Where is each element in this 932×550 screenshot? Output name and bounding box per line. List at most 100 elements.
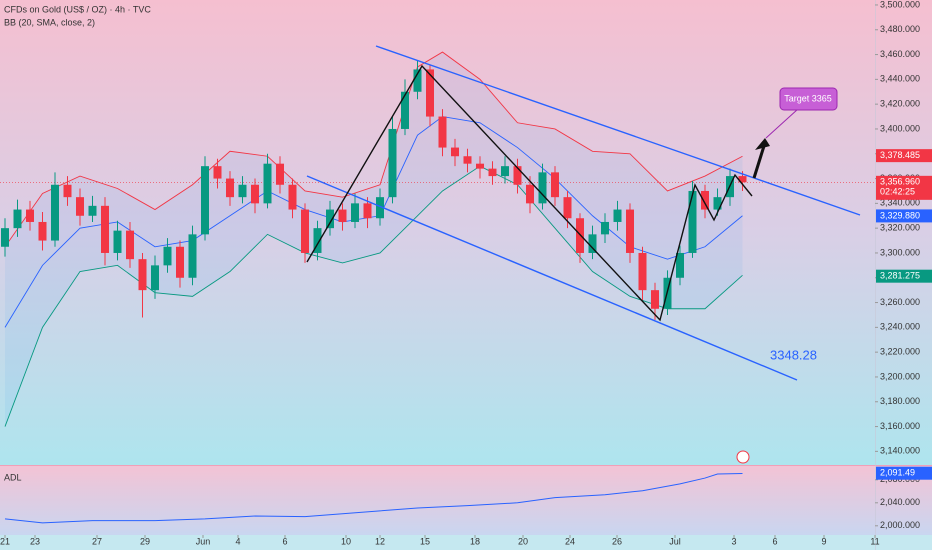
candle-body <box>313 228 322 253</box>
zigzag <box>306 64 753 322</box>
candle-body <box>88 205 97 216</box>
candle-body <box>63 184 72 198</box>
candle-body <box>138 259 147 291</box>
event-icon <box>736 450 750 464</box>
candle-body <box>1 228 9 247</box>
candle-body <box>701 190 709 210</box>
x-tick-label: 4 <box>235 536 240 546</box>
y-tick-label: 3,260.000 <box>880 297 920 307</box>
candle-body <box>301 209 309 253</box>
x-tick-label: 21 <box>0 536 10 546</box>
candle-body <box>201 166 209 235</box>
bollinger-band <box>4 165 743 427</box>
time-axis <box>0 535 932 550</box>
candle-body <box>538 172 547 204</box>
candle-body <box>276 163 284 185</box>
price-badge <box>876 149 932 163</box>
price-badge <box>876 269 932 283</box>
candle-body <box>213 166 222 179</box>
candle-body <box>13 209 22 229</box>
x-tick-label: 12 <box>375 536 385 546</box>
candle-body <box>176 246 184 278</box>
symbol-title: CFDs on Gold (US$ / OZ) · 4h · TVC <box>4 4 151 14</box>
x-tick-label: 10 <box>341 536 351 546</box>
y-tick-label: 3,320.000 <box>880 223 920 233</box>
y-tick-label: 3,300.000 <box>880 247 920 257</box>
price-badge <box>876 209 932 223</box>
candle-body <box>351 203 359 222</box>
y-tick-label: 3,440.000 <box>880 74 920 84</box>
x-tick-label: 11 <box>870 536 879 546</box>
candle-body <box>401 91 409 129</box>
y-tick-label: 3,160.000 <box>880 421 920 431</box>
x-tick-label: 23 <box>30 536 40 546</box>
arrow-shaft <box>752 145 766 179</box>
x-tick-label: 18 <box>470 536 480 546</box>
price-badge-countdown: 02:42:25 <box>880 187 915 197</box>
band-fill <box>5 52 743 427</box>
channel-lower <box>306 175 798 381</box>
candle-body <box>151 265 159 291</box>
candle-body <box>551 172 559 198</box>
candle-body <box>26 209 34 222</box>
candle-body <box>388 128 397 198</box>
bollinger-band <box>4 51 743 248</box>
x-tick-label: 9 <box>821 536 826 546</box>
candle-body <box>626 209 634 253</box>
x-tick-label: 29 <box>140 536 150 546</box>
x-tick-label: 6 <box>282 536 287 546</box>
target-box <box>779 87 838 111</box>
indicator-label: BB (20, SMA, close, 2) <box>4 17 95 27</box>
drawings <box>306 45 861 464</box>
candle-body <box>113 230 122 253</box>
x-tick-label: 26 <box>612 536 622 546</box>
candle-body <box>76 197 84 216</box>
price-badge-label: 3,281.275 <box>880 271 920 281</box>
candle-body <box>338 209 347 222</box>
candle-body <box>501 166 509 177</box>
y-tick-label: 3,240.000 <box>880 322 920 332</box>
candle-body <box>163 246 172 266</box>
price-badge-label: 3,378.485 <box>880 150 920 160</box>
candle-body <box>676 252 684 278</box>
x-tick-label: 27 <box>92 536 102 546</box>
candle-body <box>263 163 272 204</box>
candle-body <box>363 203 372 219</box>
candle-body <box>226 178 234 198</box>
y-tick-label: 3,140.000 <box>880 446 920 456</box>
candle-body <box>563 197 572 219</box>
candle-body <box>713 197 722 210</box>
candle-body <box>188 234 197 278</box>
adl-y-tick-label: 2,040.000 <box>880 497 920 507</box>
price-badge-label: 3,329.880 <box>880 210 920 220</box>
candle-body <box>238 184 247 198</box>
arrow-head <box>755 138 770 150</box>
candle-body <box>526 184 534 204</box>
candle-body <box>651 290 659 309</box>
y-tick-label: 3,220.000 <box>880 347 920 357</box>
x-tick-label: 6 <box>772 536 777 546</box>
y-tick-label: 3,400.000 <box>880 123 920 133</box>
candle-body <box>451 147 459 157</box>
x-tick-label: Jul <box>669 536 681 546</box>
adl-line <box>4 472 743 524</box>
candle-body <box>288 184 297 210</box>
candle-body <box>126 230 134 260</box>
y-tick-label: 3,460.000 <box>880 49 920 59</box>
candle-body <box>638 252 647 291</box>
candle-body <box>688 190 697 253</box>
x-tick-label: Jun <box>196 536 211 546</box>
y-tick-label: 3,200.000 <box>880 371 920 381</box>
x-tick-label: 20 <box>518 536 528 546</box>
x-tick-label: 15 <box>420 536 430 546</box>
y-tick-label: 3,180.000 <box>880 396 920 406</box>
plot <box>0 51 875 427</box>
candle-body <box>413 69 422 92</box>
candle-body <box>488 168 497 177</box>
candle-body <box>376 197 384 219</box>
candle-body <box>463 156 472 164</box>
candle-body <box>588 234 597 253</box>
channel-upper <box>375 45 861 216</box>
y-tick-label: 3,500.000 <box>880 0 920 9</box>
